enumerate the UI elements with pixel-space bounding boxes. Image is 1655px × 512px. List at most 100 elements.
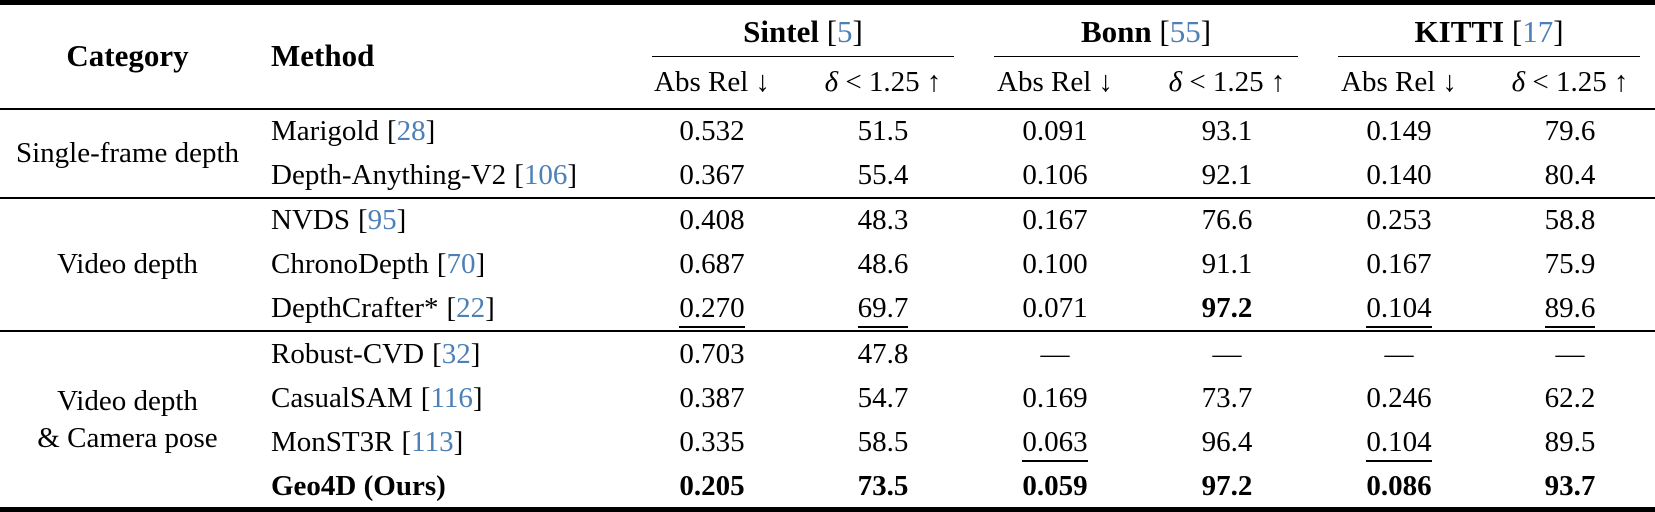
metric-header-delta: δ < 1.25 ↑ <box>1141 56 1314 110</box>
metric-value: 0.532 <box>679 115 745 148</box>
method-name: Geo4D (Ours) <box>271 469 446 502</box>
citation-link[interactable]: 28 <box>396 115 426 148</box>
value-cell: 79.6 <box>1485 109 1655 154</box>
bracket: ] <box>852 13 863 49</box>
method-cell: ChronoDepth [70] <box>255 242 627 287</box>
metric-value: 0.367 <box>679 158 745 191</box>
value-cell: 0.270 <box>627 287 797 332</box>
citation: [28] <box>387 115 435 147</box>
metric-value: 0.703 <box>679 337 745 370</box>
value-cell: 89.6 <box>1485 287 1655 332</box>
value-cell: 80.4 <box>1485 153 1655 198</box>
category-cell: Single-frame depth <box>15 136 240 169</box>
value-cell: 0.063 <box>969 420 1141 465</box>
metric-value: 80.4 <box>1544 158 1596 191</box>
value-cell: 0.532 <box>627 109 797 154</box>
value-cell: 91.1 <box>1141 242 1313 287</box>
citation-link[interactable]: 22 <box>456 292 486 325</box>
dataset-header-sintel: Sintel [5] <box>627 3 969 57</box>
value-cell: 0.104 <box>1313 420 1485 465</box>
value-cell: 0.205 <box>627 465 797 510</box>
method-name: Marigold <box>271 115 379 148</box>
citation-link[interactable]: 95 <box>367 204 397 237</box>
value-cell: 73.5 <box>797 465 969 510</box>
value-cell: 0.167 <box>969 196 1142 243</box>
category-cell: Video depth & Camera pose <box>0 330 255 510</box>
bracket: ] <box>425 115 436 148</box>
metric-header-absrel: Abs Rel ↓ <box>1313 56 1486 110</box>
metric-value: 0.106 <box>1022 158 1088 191</box>
citation-link[interactable]: 116 <box>430 381 473 414</box>
value-cell: 97.2 <box>1141 465 1313 510</box>
bracket: ] <box>1553 13 1564 49</box>
metric-value: 97.2 <box>1201 292 1253 325</box>
metric-value: — <box>1040 337 1070 370</box>
value-cell: — <box>1313 330 1486 376</box>
metric-value: 0.071 <box>1022 292 1088 325</box>
value-cell: 92.1 <box>1141 153 1313 198</box>
citation-link[interactable]: 5 <box>837 13 853 49</box>
citation-link[interactable]: 113 <box>411 426 454 459</box>
metric-value: 75.9 <box>1544 248 1596 281</box>
citation-link[interactable]: 106 <box>523 158 568 191</box>
value-cell: 96.4 <box>1141 420 1313 465</box>
method-cell: NVDS [95] <box>255 196 627 243</box>
metric-value: 93.1 <box>1201 115 1253 148</box>
metric-value: 0.205 <box>679 469 745 502</box>
citation-link[interactable]: 55 <box>1169 13 1201 49</box>
bracket: ] <box>472 381 483 414</box>
metric-value: 92.1 <box>1201 158 1253 191</box>
method-cell: CasualSAM [116] <box>255 376 627 421</box>
method-cell: MonST3R [113] <box>255 420 627 465</box>
metric-value: 91.1 <box>1201 248 1253 281</box>
value-cell: 97.2 <box>1141 287 1313 332</box>
metric-value: 93.7 <box>1544 469 1596 502</box>
metric-value: 0.167 <box>1366 248 1432 281</box>
value-cell: 0.703 <box>627 330 797 376</box>
method-cell: Robust-CVD [32] <box>255 330 627 376</box>
table-row: Video depth NVDS [95] 0.408 48.3 0.167 76.6 0.2… <box>0 196 1655 332</box>
metric-value: 79.6 <box>1544 115 1596 148</box>
citation-link[interactable]: 70 <box>446 248 476 281</box>
value-cell: 93.7 <box>1485 465 1655 510</box>
value-cell: 62.2 <box>1485 376 1655 421</box>
bracket: [ <box>357 204 368 237</box>
header-group-row: Category Method Sintel [5] Bonn [55] KIT… <box>0 2 1655 110</box>
value-cell: 0.335 <box>627 420 797 465</box>
citation: [106] <box>514 159 577 191</box>
metric-value: 47.8 <box>857 337 909 370</box>
bracket: [ <box>420 381 431 414</box>
value-cell: 58.5 <box>797 420 969 465</box>
dataset-name: KITTI <box>1414 13 1505 49</box>
metric-value: 96.4 <box>1201 426 1253 459</box>
value-cell: 0.367 <box>627 153 797 198</box>
table-row: CasualSAM [116] 0.387 54.7 0.169 73.7 0.246 62.… <box>0 376 1655 421</box>
bracket: [ <box>514 158 524 191</box>
value-cell: — <box>1141 330 1314 376</box>
citation-link[interactable]: 17 <box>1522 13 1554 49</box>
value-cell: 0.253 <box>1313 196 1486 243</box>
metric-value: 0.063 <box>1022 426 1088 463</box>
table-row: Single-frame depth Marigold [28] 0.532 51.5 0… <box>0 109 1655 169</box>
metric-value: 0.149 <box>1366 115 1432 148</box>
metric-value: 97.2 <box>1201 469 1253 502</box>
table-row: MonST3R [113] 0.335 58.5 0.063 96.4 0.104 89.5 <box>0 420 1655 465</box>
bracket: ] <box>396 204 407 237</box>
method-cell: Geo4D (Ours) <box>255 465 627 510</box>
value-cell: 0.059 <box>969 465 1141 510</box>
value-cell: 0.167 <box>1313 242 1485 287</box>
bracket: [ <box>1159 13 1170 49</box>
citation: [22] <box>447 292 495 324</box>
value-cell: 73.7 <box>1141 376 1313 421</box>
value-cell: 47.8 <box>797 330 970 376</box>
value-cell: 0.408 <box>627 196 797 243</box>
bracket: [ <box>1511 13 1523 49</box>
value-cell: 48.3 <box>797 196 970 243</box>
value-cell: 93.1 <box>1141 109 1313 154</box>
citation-link[interactable]: 32 <box>441 337 471 370</box>
bracket: [ <box>436 248 447 281</box>
value-cell: 0.169 <box>969 376 1141 421</box>
metric-value: 0.408 <box>679 204 745 237</box>
dataset-name: Sintel <box>743 13 819 49</box>
